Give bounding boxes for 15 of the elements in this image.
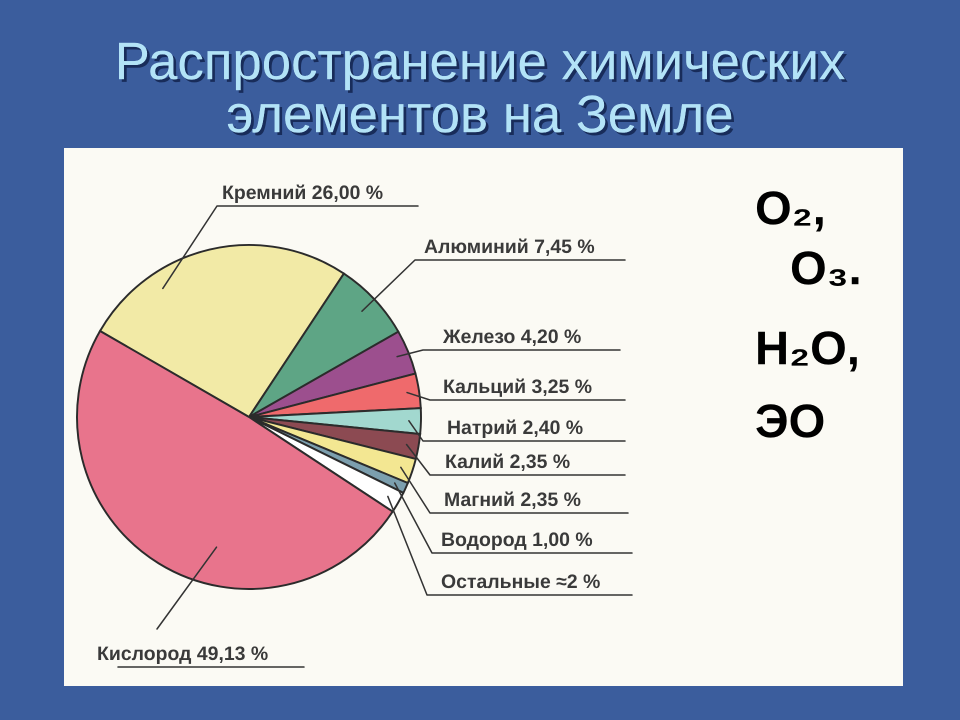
slice-label: Кислород 49,13 %	[98, 646, 268, 664]
slice-label: Кремний 26,00 %	[223, 184, 383, 203]
slice-label: Натрий 2,40 %	[448, 419, 583, 438]
slice-label: Алюминий 7,45 %	[424, 238, 594, 256]
slice-label: Кальций 3,25 %	[444, 378, 592, 397]
slice-label: Магний 2,35 %	[445, 491, 580, 509]
text: ЭО	[756, 404, 824, 438]
slice-label: Остальные ≈2 %	[442, 574, 600, 588]
slice-label: Водород 1,00 %	[442, 532, 592, 550]
text: H₂O,	[758, 331, 857, 372]
slice-label: Железо 4,20 %	[442, 329, 581, 346]
text: O₃.	[792, 251, 858, 286]
slice-label: Калий 2,35 %	[446, 453, 570, 471]
chart-title: Распространение химических элементов на Земле	[119, 42, 848, 136]
text: O₂,	[756, 191, 823, 232]
